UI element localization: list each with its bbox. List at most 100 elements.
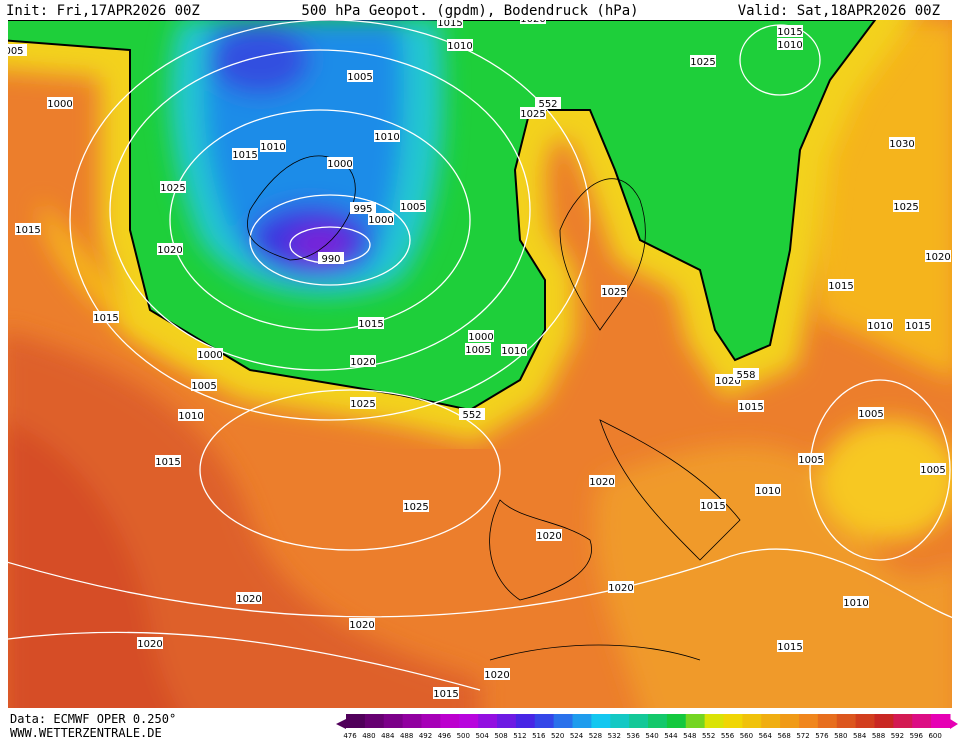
label-box: [197, 348, 223, 360]
label-box: [867, 319, 893, 331]
colorbar-label: 520: [551, 732, 564, 740]
colorbar-swatch: [383, 714, 404, 728]
colorbar-swatch: [931, 714, 951, 728]
label-box: [893, 200, 919, 212]
isobar-label: 1000: [468, 332, 493, 343]
colorbar-swatch: [534, 714, 555, 728]
colorbar-label: 540: [645, 732, 658, 740]
colorbar-label: 592: [891, 732, 904, 740]
colorbar-label: 552: [702, 732, 715, 740]
isobars: [8, 20, 952, 691]
label-box: [889, 137, 915, 149]
label-box: [160, 181, 186, 193]
label-box: [601, 285, 627, 297]
colorbar-label: 528: [589, 732, 602, 740]
isobar-label: 1010: [755, 486, 780, 497]
label-box: [327, 157, 353, 169]
isobar-label: 1015: [15, 225, 40, 236]
isobar-label: 552: [538, 99, 557, 110]
label-box: [15, 223, 41, 235]
label-box: [690, 55, 716, 67]
label-box: [447, 39, 473, 51]
label-box: [843, 596, 869, 608]
isobar-label: 1005: [920, 465, 945, 476]
label-box: [260, 140, 286, 152]
isobar-label: 1025: [520, 109, 545, 120]
isobar-label: 1025: [601, 287, 626, 298]
colorbar-label: 508: [494, 732, 507, 740]
label-box: [236, 592, 262, 604]
isobar-label: 1020: [536, 531, 561, 542]
label-box: [368, 213, 394, 225]
colorbar-swatch: [364, 714, 385, 728]
label-box: [191, 379, 217, 391]
colorbar-label: 480: [362, 732, 375, 740]
label-box: [350, 397, 376, 409]
isobar-label: 1005: [347, 72, 372, 83]
colorbar-swatch: [497, 714, 517, 728]
colorbar-swatch: [440, 714, 460, 728]
label-box: [178, 409, 204, 421]
label-box: [858, 407, 884, 419]
colorbar-swatch: [780, 714, 800, 728]
colorbar-swatch: [912, 714, 932, 728]
colorbar-swatch: [893, 714, 913, 728]
label-box: [318, 252, 344, 264]
label-box: [8, 44, 27, 56]
label-box: [347, 70, 373, 82]
colorbar-swatch: [553, 714, 573, 728]
isobar-label: 1020: [925, 252, 950, 263]
label-box: [535, 97, 561, 109]
colorbar-label: 596: [910, 732, 924, 740]
label-box: [777, 38, 803, 50]
label-box: [155, 455, 181, 467]
colorbar-label: 532: [608, 732, 621, 740]
isobar-label: 1015: [777, 27, 802, 38]
colorbar-swatch: [648, 714, 668, 728]
isobar-label: 1010: [867, 321, 892, 332]
colorbar-arrow-left: [336, 719, 346, 729]
colorbar-swatch: [855, 714, 875, 728]
colorbar-swatch: [572, 714, 592, 728]
valid-time: Valid: Sat,18APR2026 00Z: [738, 3, 940, 19]
colorbar-swatch: [799, 714, 819, 728]
label-box: [905, 319, 931, 331]
colorbar-label: 496: [438, 732, 452, 740]
isobar-label: 1015: [828, 281, 853, 292]
label-box: [520, 107, 546, 119]
label-box: [403, 500, 429, 512]
isobar-label: 1010: [501, 346, 526, 357]
isobar-label: 995: [353, 204, 372, 215]
colorbar-label: 484: [381, 732, 395, 740]
isobar-label: 1020: [157, 245, 182, 256]
isobar-label: 1020: [236, 594, 261, 605]
label-box: [157, 243, 183, 255]
isobar-label: 1020: [349, 620, 374, 631]
isobar-label: 1020: [589, 477, 614, 488]
colorbar-label: 600: [928, 732, 941, 740]
isobar-label: 1010: [260, 142, 285, 153]
colorbar-swatch: [723, 714, 743, 728]
label-box: [777, 25, 803, 37]
colorbar-swatch: [761, 714, 781, 728]
label-box: [920, 463, 946, 475]
label-box: [777, 640, 803, 652]
isobar-label: 1005: [465, 345, 490, 356]
map-title: 500 hPa Geopot. (gpdm), Bodendruck (hPa): [301, 3, 638, 19]
data-source: Data: ECMWF OPER 0.250°: [10, 712, 176, 726]
label-box: [733, 368, 759, 380]
colorbar-label: 572: [796, 732, 809, 740]
label-box: [400, 200, 426, 212]
label-box: [589, 475, 615, 487]
colorbar-swatch: [666, 714, 687, 728]
label-box: [608, 581, 634, 593]
colorbar-label: 516: [532, 732, 546, 740]
label-box: [350, 355, 376, 367]
isobar-label: 1025: [690, 57, 715, 68]
isobar-label: 1010: [374, 132, 399, 143]
label-box: [137, 637, 163, 649]
label-box: [700, 499, 726, 511]
isobar-label: 1000: [327, 159, 352, 170]
isobar-label: 1010: [843, 598, 868, 609]
label-box: [468, 330, 494, 342]
